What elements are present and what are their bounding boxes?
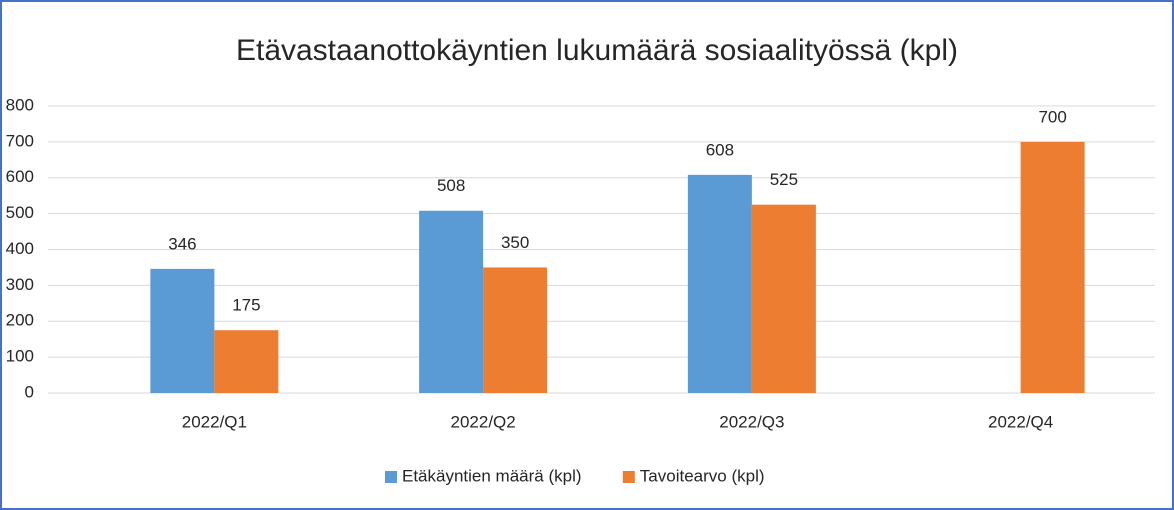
y-tick-label: 600 bbox=[6, 167, 34, 186]
bar bbox=[419, 210, 484, 393]
legend-swatch bbox=[622, 471, 635, 483]
y-tick-label: 200 bbox=[6, 311, 34, 330]
data-label: 175 bbox=[232, 296, 260, 315]
y-tick-label: 800 bbox=[6, 95, 34, 114]
data-label: 350 bbox=[501, 233, 529, 252]
legend-label: Etäkäyntien määrä (kpl) bbox=[402, 466, 582, 485]
data-label: 346 bbox=[168, 234, 196, 253]
data-label: 525 bbox=[770, 170, 798, 189]
legend-label: Tavoitearvo (kpl) bbox=[640, 466, 765, 485]
bar bbox=[150, 268, 215, 393]
bar bbox=[1020, 141, 1085, 393]
data-label: 700 bbox=[1038, 107, 1066, 126]
data-label: 608 bbox=[706, 140, 734, 159]
bar bbox=[751, 204, 816, 393]
legend-swatch bbox=[385, 471, 397, 483]
x-tick-label: 2022/Q1 bbox=[182, 412, 247, 431]
x-tick-label: 2022/Q3 bbox=[719, 412, 784, 431]
bar bbox=[483, 267, 548, 393]
y-tick-label: 300 bbox=[6, 275, 34, 294]
bar bbox=[687, 174, 752, 393]
y-tick-label: 100 bbox=[6, 347, 34, 366]
y-tick-label: 500 bbox=[6, 203, 34, 222]
chart-title: Etävastaanottokäyntien lukumäärä sosiaal… bbox=[236, 34, 958, 67]
data-label: 508 bbox=[437, 176, 465, 195]
y-tick-label: 400 bbox=[6, 239, 34, 258]
y-tick-label: 700 bbox=[6, 131, 34, 150]
x-tick-label: 2022/Q4 bbox=[988, 412, 1053, 431]
y-tick-label: 0 bbox=[25, 382, 34, 401]
x-tick-label: 2022/Q2 bbox=[451, 412, 516, 431]
bar bbox=[214, 330, 279, 393]
